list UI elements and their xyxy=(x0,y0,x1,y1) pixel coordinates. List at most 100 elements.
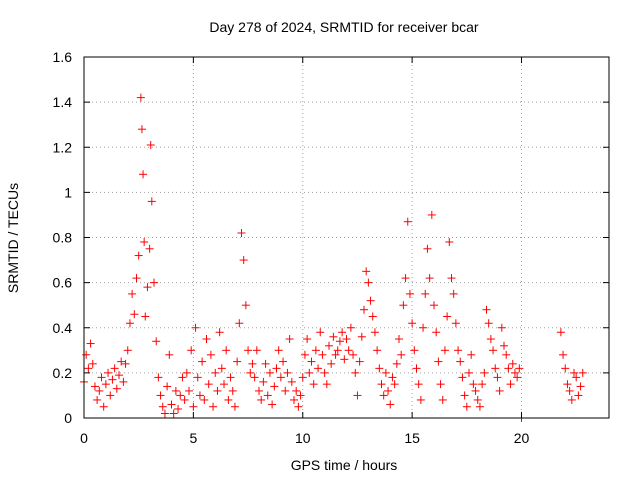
data-point xyxy=(500,341,508,350)
data-point xyxy=(416,395,425,404)
data-point xyxy=(340,355,349,364)
data-point xyxy=(508,359,517,368)
data-point xyxy=(578,368,587,377)
data-point xyxy=(502,350,511,359)
data-point xyxy=(379,391,388,400)
data-point xyxy=(121,359,130,368)
data-point xyxy=(283,368,292,377)
data-point xyxy=(298,373,307,382)
data-point xyxy=(95,386,104,395)
data-point xyxy=(237,228,246,237)
data-point xyxy=(252,346,261,355)
data-point xyxy=(150,278,158,287)
data-point xyxy=(311,346,320,355)
data-point xyxy=(228,386,237,395)
data-point xyxy=(362,267,371,276)
data-point xyxy=(222,346,231,355)
data-point xyxy=(106,391,115,400)
data-point xyxy=(248,359,257,368)
data-point xyxy=(134,251,143,260)
data-point xyxy=(489,346,498,355)
data-point xyxy=(268,400,277,409)
data-point xyxy=(146,140,155,149)
data-point xyxy=(202,335,211,344)
tick-marks-layer xyxy=(83,56,609,419)
data-point xyxy=(410,346,419,355)
data-point xyxy=(430,301,438,310)
data-point xyxy=(338,328,347,337)
data-point xyxy=(200,395,209,404)
data-point xyxy=(154,373,163,382)
data-point xyxy=(421,289,430,298)
data-point xyxy=(158,402,167,411)
data-point xyxy=(206,350,215,359)
data-point xyxy=(185,386,193,395)
data-point xyxy=(513,373,522,382)
data-point xyxy=(570,368,578,377)
data-point xyxy=(563,380,572,389)
data-point xyxy=(368,312,377,321)
data-point xyxy=(434,357,443,366)
data-point xyxy=(270,382,279,391)
data-point xyxy=(171,386,180,395)
data-point xyxy=(574,391,583,400)
data-point xyxy=(357,332,366,341)
data-point xyxy=(261,359,270,368)
data-point xyxy=(174,404,183,413)
data-point xyxy=(443,312,452,321)
data-point xyxy=(314,364,323,373)
data-point xyxy=(456,357,465,366)
data-point xyxy=(213,386,222,395)
data-point xyxy=(246,368,255,377)
data-point xyxy=(233,357,242,366)
y-tick-label: 0.4 xyxy=(53,320,73,336)
data-point xyxy=(101,380,110,389)
data-point xyxy=(195,391,204,400)
data-point xyxy=(276,373,285,382)
data-point xyxy=(290,395,298,404)
data-point xyxy=(395,335,403,344)
data-point xyxy=(136,93,145,102)
data-point xyxy=(160,409,169,418)
data-point xyxy=(193,373,202,382)
data-point xyxy=(257,395,266,404)
data-point xyxy=(373,346,382,355)
data-point xyxy=(366,296,375,305)
data-point xyxy=(327,359,336,368)
data-point xyxy=(491,364,500,373)
data-point xyxy=(239,256,248,265)
data-point xyxy=(370,328,379,337)
data-point xyxy=(163,382,172,391)
x-tick-label: 5 xyxy=(189,430,197,446)
data-point xyxy=(390,380,399,389)
data-point xyxy=(287,377,296,386)
data-point xyxy=(86,339,95,348)
data-point xyxy=(309,380,318,389)
data-point xyxy=(458,373,467,382)
y-tick-label: 1.2 xyxy=(53,139,73,155)
data-point xyxy=(471,386,480,395)
data-point xyxy=(325,341,333,350)
data-point xyxy=(265,368,274,377)
data-point xyxy=(296,391,305,400)
data-point xyxy=(384,386,393,395)
x-tick-label: 15 xyxy=(404,430,420,446)
data-point xyxy=(279,357,288,366)
data-point xyxy=(244,346,253,355)
data-point xyxy=(438,395,447,404)
data-point xyxy=(255,386,263,395)
data-point xyxy=(292,386,301,395)
x-tick-label: 20 xyxy=(514,430,530,446)
data-point xyxy=(281,386,290,395)
chart-title: Day 278 of 2024, SRMTID for receiver bca… xyxy=(209,19,479,35)
data-point xyxy=(104,368,113,377)
data-point xyxy=(493,373,502,382)
data-point xyxy=(449,289,458,298)
data-point xyxy=(576,382,585,391)
data-point xyxy=(189,402,198,411)
x-tick-label: 0 xyxy=(80,430,88,446)
data-point xyxy=(303,335,312,344)
data-point xyxy=(419,323,428,332)
